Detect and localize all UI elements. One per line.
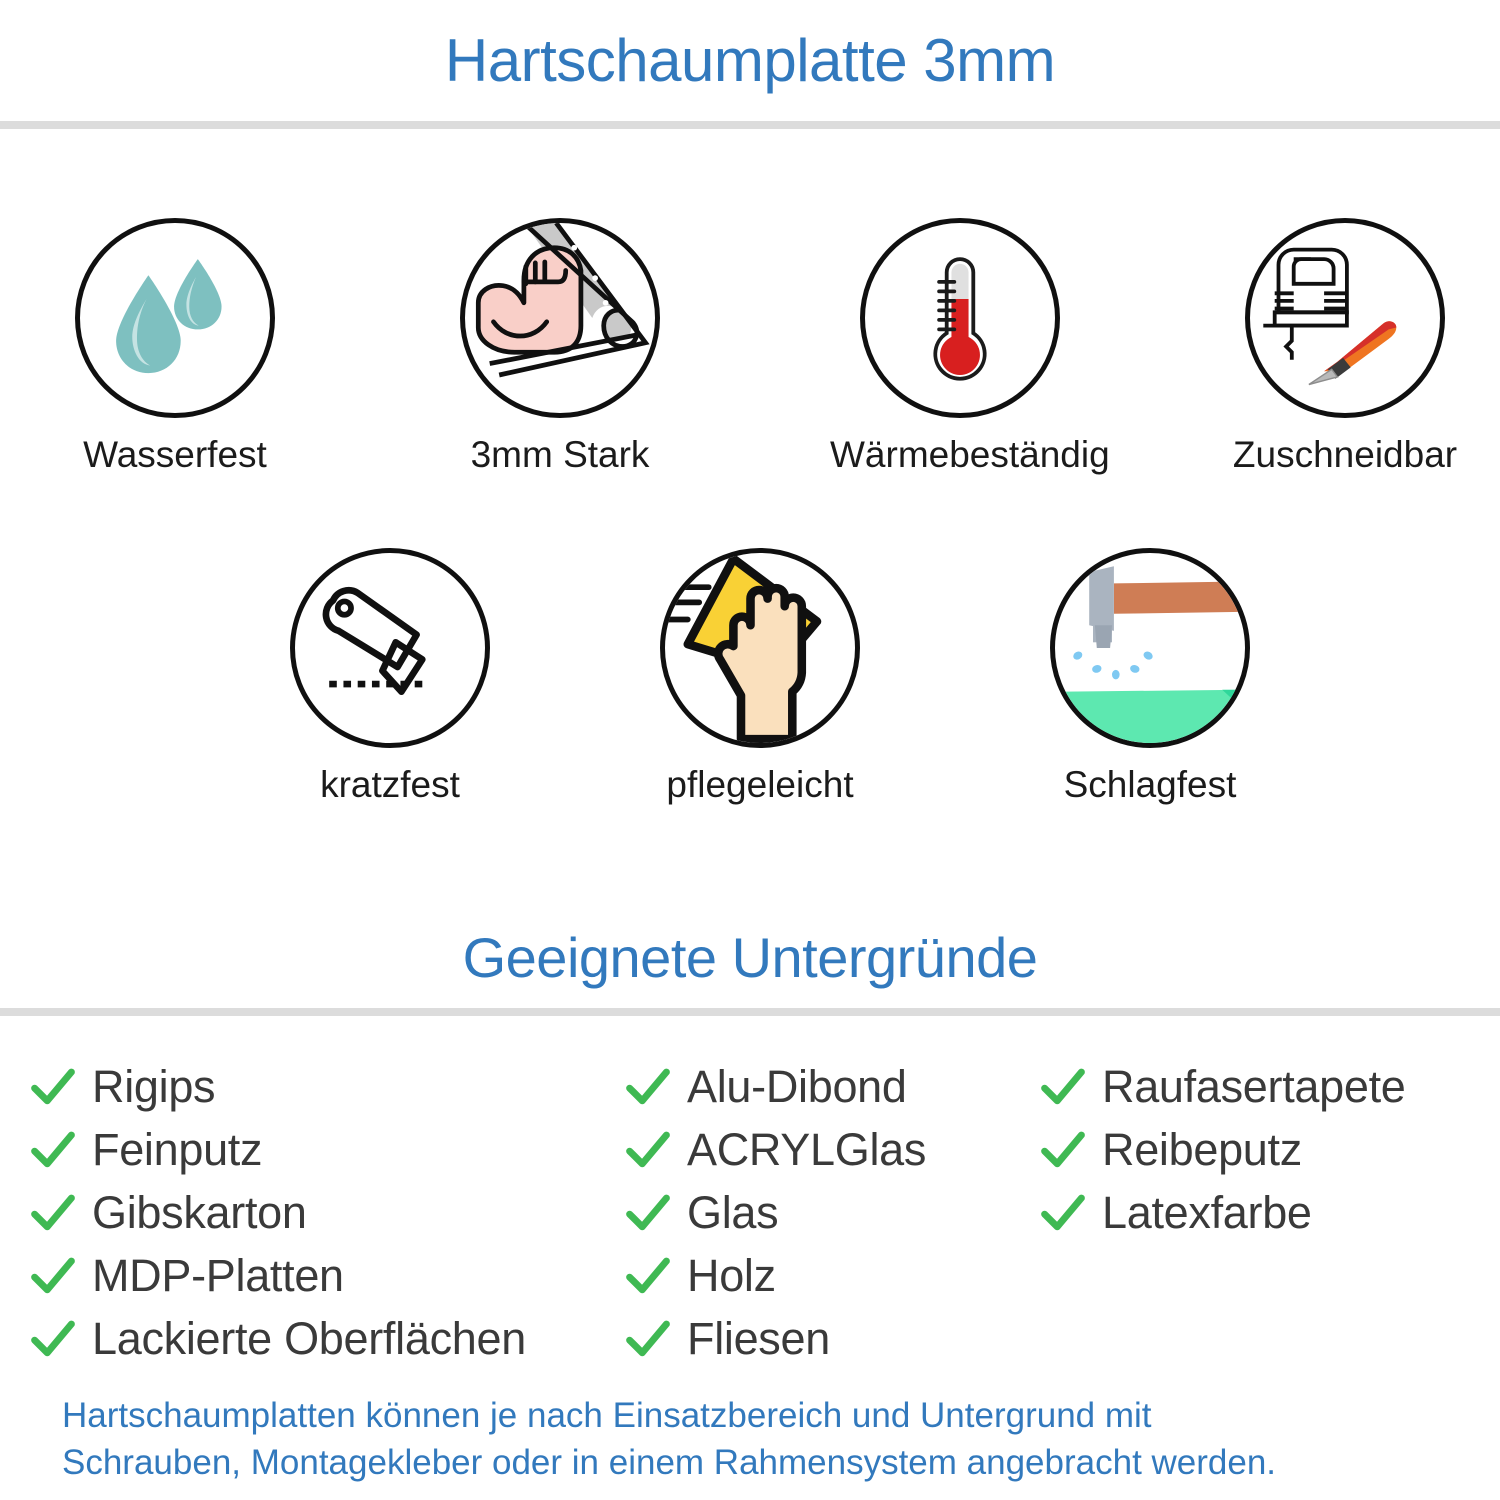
water-drops-icon (116, 259, 222, 374)
list-item-label: Gibskarton (92, 1186, 307, 1238)
divider-middle (0, 1008, 1500, 1016)
list-item-label: Lackierte Oberflächen (92, 1312, 526, 1364)
icon-circle-schlagfest (1050, 548, 1250, 748)
thermometer-icon (933, 257, 987, 381)
substrate-column-1: Rigips Feinputz Gibskarton MDP-Platten L… (30, 1055, 526, 1370)
check-icon (626, 1194, 670, 1230)
list-item: Lackierte Oberflächen (30, 1307, 526, 1370)
list-item-label: Fliesen (687, 1312, 830, 1364)
icon-circle-waermebestaendig (860, 218, 1060, 418)
feature-label: kratzfest (320, 764, 460, 805)
footer-note: Hartschaumplatten können je nach Einsatz… (62, 1392, 1462, 1487)
hand-cloth-icon (665, 554, 822, 743)
feature-label: pflegeleicht (666, 764, 854, 805)
list-item: Fliesen (625, 1307, 926, 1370)
check-icon (626, 1068, 670, 1104)
feature-label: Wärmebeständig (830, 434, 1110, 475)
list-item-label: Alu-Dibond (687, 1060, 907, 1112)
section-title-untergruende: Geeignete Untergründe (462, 926, 1038, 989)
strong-arm-icon (475, 223, 650, 378)
check-icon (626, 1131, 670, 1167)
list-item: Gibskarton (30, 1181, 526, 1244)
hammer-impact-icon (1055, 566, 1245, 743)
icon-circle-kratzfest (290, 548, 490, 748)
list-item: Holz (625, 1244, 926, 1307)
footer-line-2: Schrauben, Montagekleber oder in einem R… (62, 1443, 1277, 1483)
list-item: ACRYLGlas (625, 1118, 926, 1181)
feature-waermebestaendig: Wärmebeständig (830, 218, 1110, 476)
check-icon (31, 1068, 75, 1104)
feature-label: 3mm Stark (470, 434, 650, 475)
check-icon (626, 1320, 670, 1356)
list-item: Raufasertapete (1040, 1055, 1406, 1118)
list-item: Latexfarbe (1040, 1181, 1406, 1244)
jigsaw-cutter-icon (1263, 247, 1397, 386)
cutter-scratch-icon (322, 586, 426, 696)
list-item-label: ACRYLGlas (687, 1123, 927, 1175)
feature-label: Zuschneidbar (1232, 434, 1458, 475)
icon-circle-wasserfest (75, 218, 275, 418)
check-icon (31, 1320, 75, 1356)
check-icon (1041, 1131, 1085, 1167)
check-icon (1041, 1194, 1085, 1230)
list-item: Rigips (30, 1055, 526, 1118)
list-item-label: Glas (687, 1186, 779, 1238)
check-icon (626, 1257, 670, 1293)
list-item: Reibeputz (1040, 1118, 1406, 1181)
list-item-label: Latexfarbe (1102, 1186, 1312, 1238)
feature-zuschneidbar: Zuschneidbar (1215, 218, 1475, 476)
feature-pflegeleicht: pflegeleicht (630, 548, 890, 806)
list-item-label: Raufasertapete (1102, 1060, 1406, 1112)
feature-wasserfest: Wasserfest (45, 218, 305, 476)
page-title: Hartschaumplatte 3mm (444, 27, 1056, 94)
list-item-label: Feinputz (92, 1123, 263, 1175)
list-item: MDP-Platten (30, 1244, 526, 1307)
feature-schlagfest: Schlagfest (1020, 548, 1280, 806)
feature-label: Schlagfest (1063, 764, 1237, 805)
list-item-label: Holz (687, 1249, 776, 1301)
feature-kratzfest: kratzfest (260, 548, 520, 806)
check-icon (31, 1131, 75, 1167)
list-item: Alu-Dibond (625, 1055, 926, 1118)
substrate-column-3: Raufasertapete Reibeputz Latexfarbe (1040, 1055, 1406, 1244)
feature-label: Wasserfest (83, 434, 267, 475)
icon-circle-pflegeleicht (660, 548, 860, 748)
list-item-label: Reibeputz (1102, 1123, 1302, 1175)
list-item-label: MDP-Platten (92, 1249, 344, 1301)
footer-line-1: Hartschaumplatten können je nach Einsatz… (62, 1396, 1152, 1435)
substrate-column-2: Alu-Dibond ACRYLGlas Glas Holz Fliesen (625, 1055, 926, 1370)
check-icon (31, 1257, 75, 1293)
feature-3mm-stark: 3mm Stark (430, 218, 690, 476)
divider-top (0, 121, 1500, 129)
list-item: Glas (625, 1181, 926, 1244)
check-icon (1041, 1068, 1085, 1104)
list-item-label: Rigips (92, 1060, 216, 1112)
icon-circle-zuschneidbar (1245, 218, 1445, 418)
icon-circle-3mm-stark (460, 218, 660, 418)
check-icon (31, 1194, 75, 1230)
list-item: Feinputz (30, 1118, 526, 1181)
